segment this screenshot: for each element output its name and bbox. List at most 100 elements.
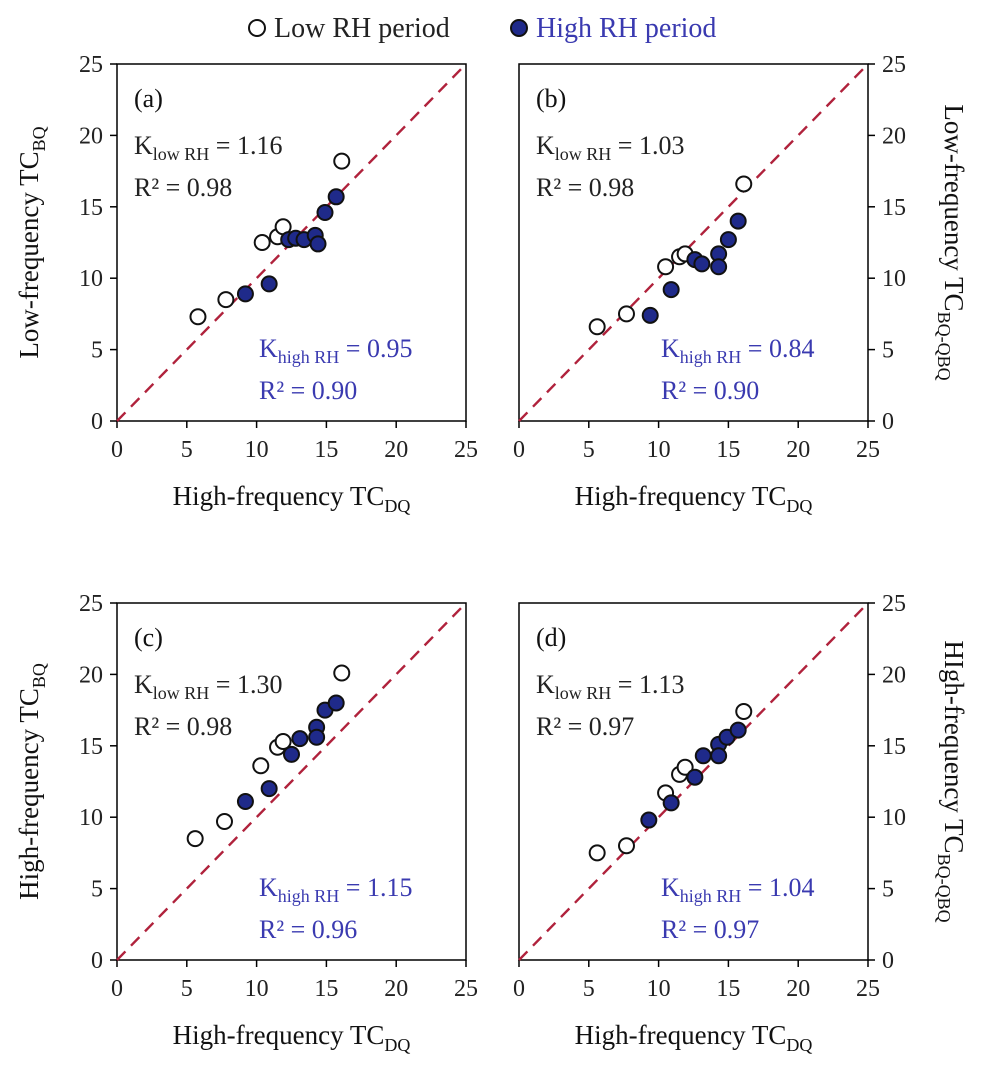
k-high-value: = 0.84 [741, 334, 814, 363]
y-tick-label: 25 [882, 591, 906, 617]
y-tick-label: 25 [79, 591, 103, 617]
x-tick-label: 10 [245, 976, 269, 1002]
low-rh-point [588, 318, 606, 336]
high-rh-point [686, 768, 704, 786]
high-rh-point [309, 235, 327, 253]
high-rh-point [327, 188, 345, 206]
x-tick-label: 5 [583, 437, 595, 463]
y-tick-label: 20 [79, 662, 103, 688]
high-rh-point [729, 721, 747, 739]
x-tick-label: 5 [181, 437, 193, 463]
high-rh-point [327, 694, 345, 712]
low-rh-point [186, 830, 204, 848]
y-tick-label: 15 [79, 195, 103, 221]
y-tick-label: 0 [882, 948, 894, 974]
y-tick-label: 15 [882, 195, 906, 221]
y-tick-label: 10 [882, 266, 906, 292]
panel-label: (b) [536, 84, 566, 113]
legend-high-label: High RH period [536, 13, 716, 44]
y-tick-label: 15 [79, 734, 103, 760]
low-rh-point [735, 175, 753, 193]
k-high-rh-text: Khigh RH = 1.04 [661, 873, 814, 906]
r2-low-rh-text: R² = 0.98 [134, 173, 232, 202]
x-axis-label-sub: DQ [786, 1035, 812, 1055]
k-low-value: = 1.30 [209, 670, 282, 699]
x-tick-label: 25 [856, 976, 880, 1002]
high-rh-point [710, 747, 728, 765]
high-rh-point [236, 792, 254, 810]
high-rh-point [729, 212, 747, 230]
k-high-sub: high RH [278, 347, 340, 367]
high-rh-point [662, 794, 680, 812]
k-low-main: K [134, 131, 153, 160]
high-rh-point [710, 258, 728, 276]
y-tick-label: 0 [91, 409, 103, 435]
high-rh-point [236, 285, 254, 303]
x-tick-label: 20 [384, 437, 408, 463]
r2-high-rh-text: R² = 0.97 [661, 915, 759, 944]
low-rh-point [588, 844, 606, 862]
low-rh-point [617, 837, 635, 855]
low-rh-point [735, 703, 753, 721]
k-low-sub: low RH [555, 144, 612, 164]
k-low-sub: low RH [153, 144, 210, 164]
x-tick-label: 0 [513, 437, 525, 463]
y-axis-label: Low-frequency TCBQ [14, 126, 49, 358]
k-high-main: K [661, 873, 680, 902]
x-axis-label: High-frequency TCDQ [173, 481, 411, 516]
y-tick-label: 5 [91, 338, 103, 364]
x-tick-label: 25 [856, 437, 880, 463]
y-tick-label: 10 [79, 805, 103, 831]
y-tick-label: 20 [882, 662, 906, 688]
panel-label: (d) [536, 623, 566, 652]
x-tick-label: 0 [513, 976, 525, 1002]
r2-high-rh-text: R² = 0.90 [661, 376, 759, 405]
high-rh-point [719, 231, 737, 249]
y-axis-label: HIgh-frequency TCBQ-QBQ [934, 640, 969, 922]
x-tick-label: 10 [245, 437, 269, 463]
low-rh-point [333, 664, 351, 682]
x-axis-label: High-frequency TCDQ [575, 1020, 813, 1055]
y-tick-label: 5 [882, 877, 894, 903]
x-tick-label: 10 [647, 976, 671, 1002]
y-axis-label-sub: BQ-QBQ [934, 312, 954, 381]
x-tick-label: 0 [111, 976, 123, 1002]
x-axis-label-main: High-frequency TC [173, 481, 385, 511]
y-axis-label-sub: BQ-QBQ [934, 854, 954, 923]
k-low-main: K [536, 670, 555, 699]
k-high-rh-text: Khigh RH = 0.95 [259, 334, 412, 367]
high-rh-point [260, 275, 278, 293]
plot-frame [116, 602, 467, 961]
x-axis-label-main: High-frequency TC [173, 1020, 385, 1050]
legend-high-marker [510, 19, 528, 37]
high-rh-point [291, 730, 309, 748]
y-axis-label-sub: BQ [29, 663, 49, 688]
y-tick-label: 0 [91, 948, 103, 974]
y-axis-label-sub: BQ [29, 126, 49, 151]
k-high-value: = 1.15 [339, 873, 412, 902]
y-axis-label: Low-frequency TCBQ-QBQ [934, 104, 969, 380]
r2-high-rh-text: R² = 0.96 [259, 915, 357, 944]
x-tick-label: 15 [716, 437, 740, 463]
low-rh-point [189, 308, 207, 326]
y-axis-label-main: High-frequency TC [14, 688, 44, 900]
r2-high-rh-text: R² = 0.90 [259, 376, 357, 405]
x-tick-label: 5 [181, 976, 193, 1002]
plot-frame [518, 602, 869, 961]
low-rh-point [252, 757, 270, 775]
high-rh-point [693, 255, 711, 273]
y-tick-label: 15 [882, 734, 906, 760]
y-tick-label: 0 [882, 409, 894, 435]
k-low-sub: low RH [555, 683, 612, 703]
y-tick-label: 10 [79, 266, 103, 292]
low-rh-point [217, 291, 235, 309]
y-tick-label: 10 [882, 805, 906, 831]
r2-low-rh-text: R² = 0.98 [134, 712, 232, 741]
k-high-sub: high RH [680, 886, 742, 906]
one-to-one-line [518, 63, 869, 422]
